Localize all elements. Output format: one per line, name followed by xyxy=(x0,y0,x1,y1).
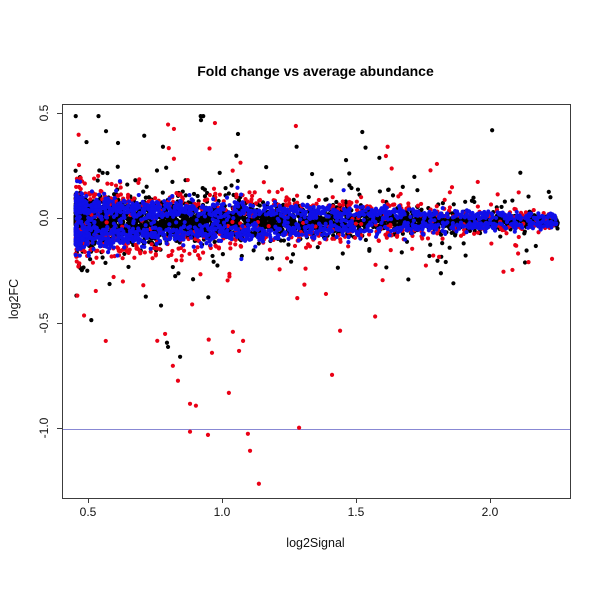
y-axis-label: log2FC xyxy=(7,278,21,320)
x-tick-label: 1.0 xyxy=(213,505,231,519)
y-tick-label: 0.5 xyxy=(37,104,51,122)
y-tick-mark xyxy=(57,322,62,324)
y-tick-mark xyxy=(57,217,62,219)
scatter-points-canvas xyxy=(63,105,570,498)
x-tick-mark xyxy=(87,498,89,503)
y-tick-mark xyxy=(57,427,62,429)
y-tick-mark xyxy=(57,113,62,115)
x-tick-label: 1.5 xyxy=(347,505,365,519)
x-tick-label: 0.5 xyxy=(79,505,97,519)
x-tick-mark xyxy=(355,498,357,503)
y-tick-label: 0.0 xyxy=(37,209,51,227)
plot-area xyxy=(62,104,571,499)
chart-title: Fold change vs average abundance xyxy=(197,63,434,79)
x-tick-mark xyxy=(221,498,223,503)
x-tick-mark xyxy=(489,498,491,503)
x-axis-label: log2Signal xyxy=(286,536,345,550)
y-tick-label: -1.0 xyxy=(37,417,51,439)
y-tick-label: -0.5 xyxy=(37,312,51,334)
x-tick-label: 2.0 xyxy=(481,505,499,519)
